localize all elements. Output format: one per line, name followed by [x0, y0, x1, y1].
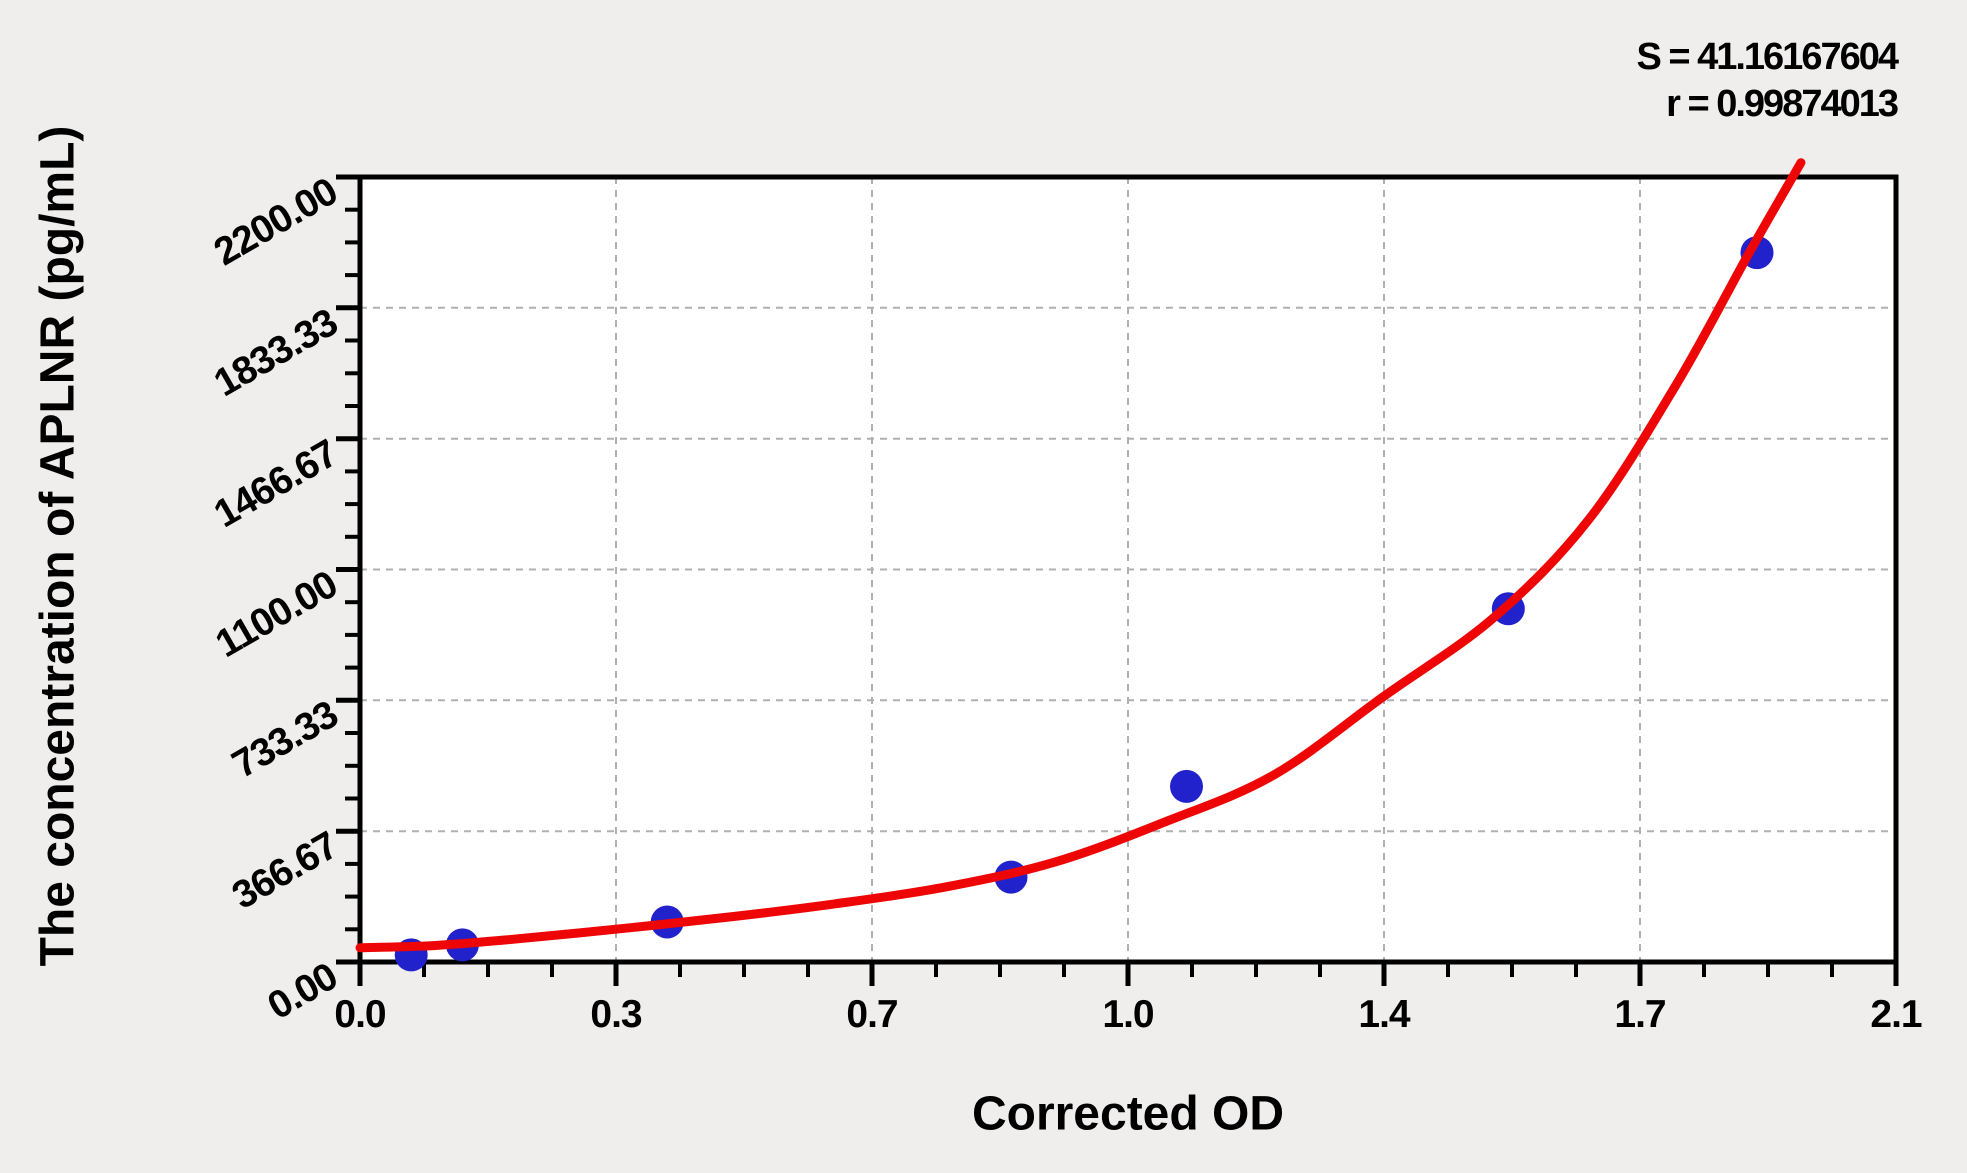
fit-s-value: S = 41.16167604	[1636, 36, 1899, 78]
fit-r-value: r = 0.99874013	[1666, 83, 1899, 125]
fit-curve	[355, 158, 1806, 953]
plot-frame	[357, 174, 1899, 965]
y-axis-title: The concentration of APLNR (pg/mL)	[31, 125, 85, 967]
x-axis-title: Corrected OD	[971, 1087, 1285, 1141]
fit-annotation: S = 41.16167604 r = 0.99874013	[1636, 34, 1899, 128]
data-point	[1170, 769, 1203, 803]
